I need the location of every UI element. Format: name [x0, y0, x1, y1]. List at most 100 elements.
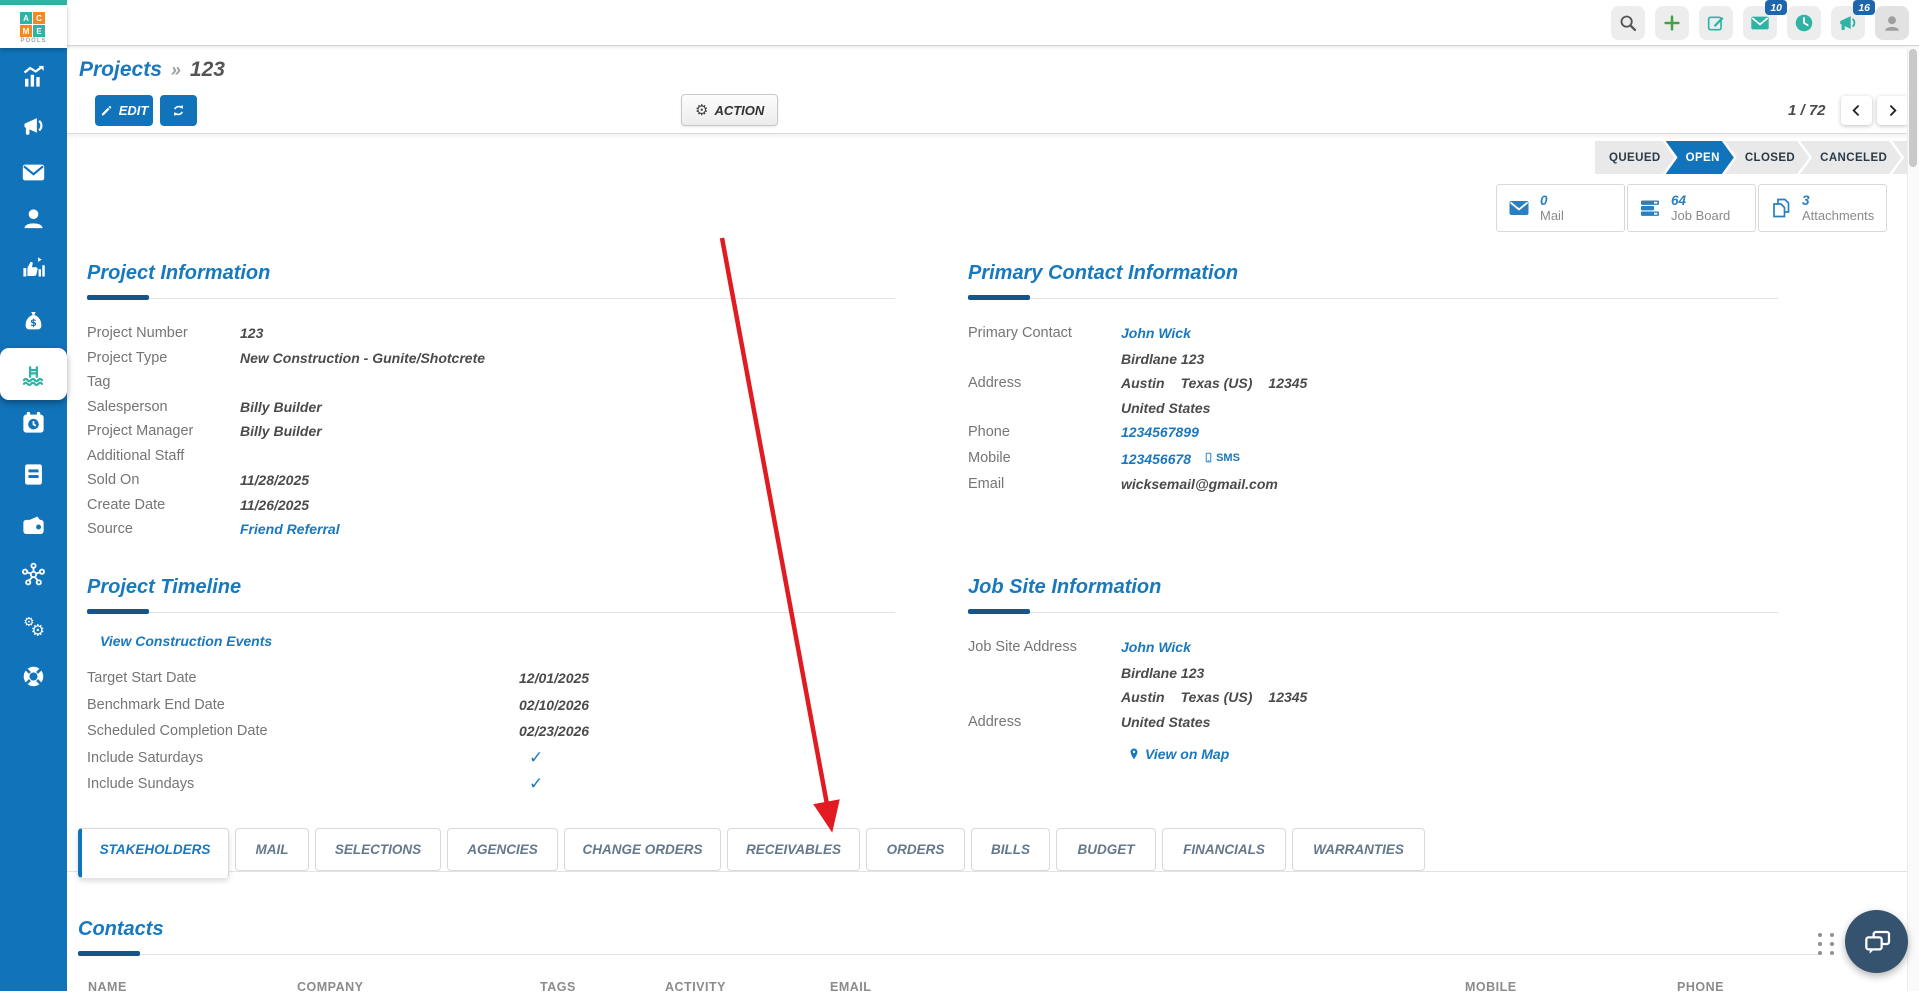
benchmark-end-date-value: 02/10/2026: [519, 696, 590, 713]
status-step-open[interactable]: OPEN: [1666, 141, 1734, 174]
stat-card-job-board[interactable]: 64 Job Board: [1627, 184, 1756, 232]
sidebar-item-marketing[interactable]: [0, 106, 67, 146]
status-step-closed[interactable]: CLOSED: [1725, 141, 1809, 174]
tab-financials[interactable]: FINANCIALS: [1162, 828, 1286, 871]
project-information-title: Project Information: [87, 262, 271, 284]
sms-button[interactable]: SMS: [1203, 446, 1240, 471]
previous-record-button[interactable]: [1841, 96, 1872, 125]
status-step-canceled[interactable]: CANCELED: [1800, 141, 1901, 174]
compose-button[interactable]: [1699, 6, 1733, 40]
phone-link[interactable]: 1234567899: [1121, 424, 1199, 440]
edit-button[interactable]: EDIT: [95, 95, 153, 126]
contacts-column-activity: ACTIVITY: [665, 980, 726, 994]
job-site-name-link[interactable]: John Wick: [1121, 639, 1191, 655]
section-rule: [968, 608, 1778, 614]
status-step-queued[interactable]: QUEUED: [1595, 141, 1675, 174]
stat-job-board-label: Job Board: [1671, 208, 1731, 223]
field-label: Source: [87, 521, 133, 537]
edit-button-label: EDIT: [118, 103, 149, 118]
brand-logo[interactable]: A C M E POOLS: [0, 5, 67, 48]
pager-position: 1 / 72: [1788, 102, 1826, 119]
field-label: Phone: [968, 424, 1010, 440]
detail-tabs: STAKEHOLDERS MAIL SELECTIONS AGENCIES CH…: [78, 828, 1425, 878]
field-label: Email: [968, 475, 1005, 492]
tab-selections[interactable]: SELECTIONS: [315, 828, 441, 871]
tab-bills[interactable]: BILLS: [971, 828, 1050, 871]
salesperson-value: Billy Builder: [240, 398, 322, 415]
sidebar-item-settings[interactable]: ⚙ ⚙: [0, 606, 67, 646]
megaphone-icon: [1840, 16, 1856, 31]
sidebar-item-support[interactable]: [0, 656, 67, 696]
sidebar-item-payments[interactable]: [0, 505, 67, 545]
stat-card-mail[interactable]: 0 Mail: [1496, 184, 1625, 232]
contacts-column-company: COMPANY: [297, 980, 364, 994]
source-link[interactable]: Friend Referral: [240, 521, 340, 537]
tab-stakeholders[interactable]: STAKEHOLDERS: [78, 828, 229, 878]
next-record-button[interactable]: [1877, 96, 1908, 125]
stat-job-board-value: 64: [1671, 193, 1687, 208]
pencil-icon: [101, 106, 111, 116]
sidebar-item-mail[interactable]: [0, 152, 67, 192]
chat-icon: [1864, 930, 1890, 954]
contacts-column-name: NAME: [88, 980, 127, 994]
tab-receivables[interactable]: RECEIVABLES: [727, 828, 860, 871]
sidebar-item-leads[interactable]: [0, 247, 67, 287]
add-button[interactable]: [1655, 6, 1689, 40]
tab-change-orders[interactable]: CHANGE ORDERS: [564, 828, 721, 871]
stat-card-attachments[interactable]: 3 Attachments: [1758, 184, 1887, 232]
mail-icon: [22, 164, 45, 180]
view-on-map-link[interactable]: View on Map: [1127, 742, 1229, 767]
scrollbar[interactable]: [1907, 47, 1919, 991]
profile-button[interactable]: [1875, 6, 1909, 40]
megaphone-icon: [24, 117, 43, 135]
field-label: Create Date: [87, 496, 166, 513]
field-label: Mobile: [968, 449, 1011, 466]
breadcrumb-projects-link[interactable]: Projects: [79, 58, 162, 81]
sidebar: A C M E POOLS $ ⚙ ⚙: [0, 0, 67, 991]
sidebar-item-integrations[interactable]: [0, 554, 67, 594]
sidebar-item-projects[interactable]: [0, 348, 67, 400]
sidebar-item-schedule[interactable]: [0, 402, 67, 442]
create-date-value: 11/26/2025: [240, 496, 310, 513]
field-label: Job Site Address: [968, 639, 1077, 655]
history-button[interactable]: [1787, 6, 1821, 40]
search-button[interactable]: [1611, 6, 1645, 40]
tab-agencies[interactable]: AGENCIES: [447, 828, 558, 871]
sidebar-item-documents[interactable]: [0, 454, 67, 494]
mail-button[interactable]: 10: [1743, 0, 1787, 40]
refresh-button[interactable]: [160, 95, 197, 126]
tab-budget[interactable]: BUDGET: [1056, 828, 1156, 871]
leads-icon: [23, 256, 45, 276]
notifications-button[interactable]: 16: [1831, 0, 1875, 40]
tab-warranties[interactable]: WARRANTIES: [1292, 828, 1425, 871]
mail-icon: [1751, 16, 1769, 30]
brand-logo-grid: A C M E: [20, 12, 45, 37]
plus-icon: [1664, 15, 1680, 31]
primary-contact-title: Primary Contact Information: [968, 262, 1239, 284]
drag-handle[interactable]: [1818, 933, 1834, 955]
view-construction-events-link[interactable]: View Construction Events: [100, 633, 273, 649]
chat-button[interactable]: [1845, 910, 1908, 973]
tag-value: [240, 370, 895, 395]
primary-contact-name-link[interactable]: John Wick: [1121, 325, 1191, 341]
action-button[interactable]: ⚙ ACTION: [681, 94, 779, 126]
svg-text:⚙: ⚙: [23, 614, 34, 628]
sidebar-item-sales[interactable]: $: [0, 301, 67, 341]
target-start-date-value: 12/01/2025: [519, 670, 590, 686]
notifications-badge: 16: [1853, 0, 1875, 15]
scrollbar-thumb[interactable]: [1909, 49, 1917, 167]
additional-staff-value: [240, 444, 895, 469]
contact-street-value: Birdlane 123: [1121, 350, 1205, 367]
section-rule: [78, 950, 1820, 956]
field-label: Sold On: [87, 472, 140, 488]
tab-orders[interactable]: ORDERS: [866, 828, 965, 871]
tab-mail[interactable]: MAIL: [235, 828, 309, 871]
stat-attachments-value: 3: [1802, 193, 1810, 208]
phone-icon: [1205, 452, 1212, 463]
field-label: Salesperson: [87, 398, 168, 415]
sidebar-item-analytics[interactable]: [0, 56, 67, 96]
compose-icon: [1707, 16, 1724, 31]
mobile-link[interactable]: 123456678: [1121, 450, 1192, 467]
mail-badge: 10: [1765, 0, 1787, 15]
sidebar-item-contacts[interactable]: [0, 198, 67, 238]
